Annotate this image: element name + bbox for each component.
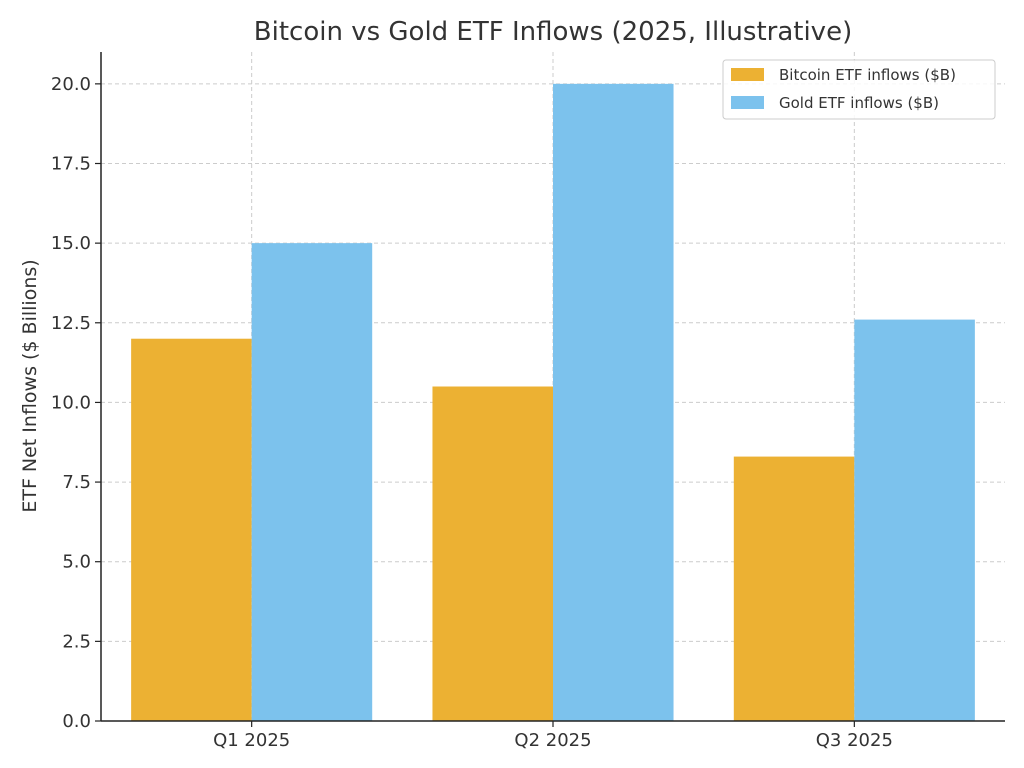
- x-tick-label: Q3 2025: [816, 730, 893, 751]
- bar-gold-1: [251, 243, 373, 721]
- y-tick-label: 5.0: [62, 552, 91, 573]
- legend-label-gold: Gold ETF inflows ($B): [779, 94, 939, 112]
- y-tick-label: 20.0: [51, 74, 91, 95]
- x-axis-ticks: Q1 2025 Q2 2025 Q3 2025: [213, 721, 893, 751]
- y-tick-label: 10.0: [51, 392, 91, 413]
- bar-bitcoin-1: [131, 338, 252, 721]
- y-axis-label: ETF Net Inflows ($ Billions): [19, 259, 41, 512]
- chart-title: Bitcoin vs Gold ETF Inflows (2025, Illus…: [254, 17, 852, 47]
- y-axis-ticks: 0.0 2.5 5.0 7.5 10.0 12.5 15.0 17.5 20.0: [51, 74, 101, 732]
- legend-box: [722, 59, 996, 120]
- y-tick-label: 17.5: [51, 154, 91, 175]
- y-tick-label: 2.5: [62, 631, 91, 652]
- bar-bitcoin-3: [733, 456, 855, 721]
- bars: [131, 83, 975, 722]
- bar-gold-3: [854, 319, 975, 721]
- bar-bitcoin-2: [432, 386, 553, 721]
- legend-swatch-bitcoin: [731, 68, 764, 81]
- legend-label-bitcoin: Bitcoin ETF inflows ($B): [779, 66, 956, 84]
- legend-swatch-gold: [731, 96, 764, 109]
- bar-gold-2: [553, 83, 674, 722]
- y-tick-label: 0.0: [62, 711, 91, 732]
- y-tick-label: 15.0: [51, 233, 91, 254]
- x-tick-label: Q1 2025: [213, 730, 290, 751]
- x-tick-label: Q2 2025: [514, 730, 591, 751]
- legend: Bitcoin ETF inflows ($B) Gold ETF inflows…: [722, 59, 996, 120]
- y-tick-label: 7.5: [62, 472, 91, 493]
- y-tick-label: 12.5: [51, 313, 91, 334]
